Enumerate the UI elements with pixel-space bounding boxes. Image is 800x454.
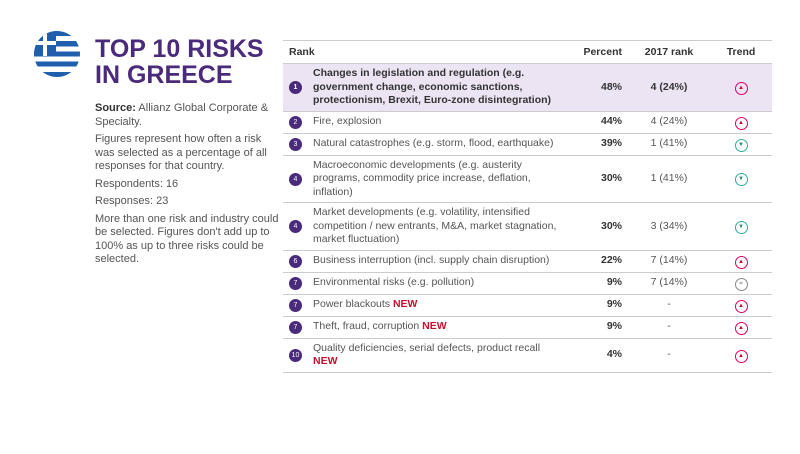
rank-2017: 7 (14%) — [628, 250, 710, 273]
table-row: 7 Theft, fraud, corruption NEW 9% - ▲ — [283, 316, 772, 339]
header-percent: Percent — [566, 40, 628, 64]
risk-label: Changes in legislation and regulation (e… — [313, 67, 552, 106]
rank-2017: 7 (14%) — [628, 272, 710, 295]
percent: 30% — [566, 202, 628, 251]
trend-up-icon: ▲ — [734, 116, 748, 130]
table-row: 4 Macroeconomic developments (e.g. auste… — [283, 155, 772, 203]
greece-flag-icon — [34, 31, 80, 77]
rank-2017: 4 (24%) — [628, 111, 710, 134]
source-label: Source: — [95, 102, 136, 114]
risk-label: Business interruption (incl. supply chai… — [313, 254, 550, 267]
trend-up-icon: ▲ — [734, 349, 748, 363]
table-row: 3 Natural catastrophes (e.g. storm, floo… — [283, 133, 772, 156]
risk-label: Environmental risks (e.g. pollution) — [313, 276, 475, 289]
rank-2017: - — [628, 338, 710, 373]
percent: 9% — [566, 272, 628, 295]
rank-badge: 10 — [289, 349, 302, 362]
new-badge: NEW — [313, 355, 338, 367]
rank-badge: 7 — [289, 321, 302, 334]
percent: 9% — [566, 294, 628, 317]
risk-label: Theft, fraud, corruption — [313, 320, 420, 333]
rank-badge: 4 — [289, 220, 302, 234]
risk-label: Market developments (e.g. volatility, in… — [313, 206, 557, 245]
trend-up-icon: ▲ — [734, 299, 748, 313]
risk-cell: Macroeconomic developments (e.g. austeri… — [307, 155, 566, 203]
rank-badge: 7 — [289, 277, 302, 290]
table-row: 7 Power blackouts NEW 9% - ▲ — [283, 294, 772, 317]
rank-badge: 6 — [289, 255, 302, 268]
rank-2017: - — [628, 294, 710, 317]
rank-2017: 1 (41%) — [628, 155, 710, 203]
risk-label: Quality deficiencies, serial defects, pr… — [313, 341, 541, 354]
percent: 4% — [566, 338, 628, 373]
risk-label: Natural catastrophes (e.g. storm, flood,… — [313, 137, 554, 150]
header-rank: Rank — [283, 40, 566, 64]
trend-down-icon: ▼ — [734, 220, 748, 234]
risk-label: Power blackouts — [313, 298, 391, 311]
rank-2017: 1 (41%) — [628, 133, 710, 156]
percent: 22% — [566, 250, 628, 273]
table-row: 10 Quality deficiencies, serial defects,… — [283, 338, 772, 373]
header-2017-rank: 2017 rank — [628, 40, 710, 64]
respondents: Respondents: 16 — [95, 177, 179, 190]
risk-cell: Business interruption (incl. supply chai… — [307, 250, 566, 273]
source-notes: Source: Allianz Global Corporate & Speci… — [95, 102, 280, 271]
table-row: 2 Fire, explosion 44% 4 (24%) ▲ — [283, 111, 772, 134]
table-row: 4 Market developments (e.g. volatility, … — [283, 202, 772, 251]
rank-badge: 7 — [289, 299, 302, 312]
table-row: 1 Changes in legislation and regulation … — [283, 63, 772, 112]
percent: 30% — [566, 155, 628, 203]
trend-same-icon: = — [734, 277, 748, 291]
note: Figures represent how often a risk was s… — [95, 133, 267, 172]
rank-2017: 3 (34%) — [628, 202, 710, 251]
percent: 9% — [566, 316, 628, 339]
risk-cell: Quality deficiencies, serial defects, pr… — [307, 338, 566, 373]
trend-down-icon: ▼ — [734, 173, 748, 187]
rank-badge: 3 — [289, 138, 302, 151]
risk-cell: Fire, explosion — [307, 111, 566, 134]
table-row: 7 Environmental risks (e.g. pollution) 9… — [283, 272, 772, 295]
page-title: TOP 10 RISKS IN GREECE — [95, 35, 264, 89]
rank-2017: - — [628, 316, 710, 339]
rank-badge: 1 — [289, 81, 302, 95]
trend-up-icon: ▲ — [734, 321, 748, 335]
risk-cell: Natural catastrophes (e.g. storm, flood,… — [307, 133, 566, 156]
risks-table: Rank Percent 2017 rank Trend 1 Changes i… — [283, 40, 772, 373]
risk-cell: Theft, fraud, corruption NEW — [307, 316, 566, 339]
disclaimer: More than one risk and industry could be… — [95, 212, 279, 266]
risk-cell: Environmental risks (e.g. pollution) — [307, 272, 566, 295]
table-row: 6 Business interruption (incl. supply ch… — [283, 250, 772, 273]
percent: 39% — [566, 133, 628, 156]
source-text: Allianz Global Corporate & Specialty. — [95, 102, 269, 128]
risk-cell: Power blackouts NEW — [307, 294, 566, 317]
rank-2017: 4 (24%) — [628, 63, 710, 112]
trend-down-icon: ▼ — [734, 138, 748, 152]
risk-cell: Changes in legislation and regulation (e… — [307, 63, 566, 112]
risk-label: Fire, explosion — [313, 115, 382, 128]
risk-label: Macroeconomic developments (e.g. austeri… — [313, 158, 531, 198]
new-badge: NEW — [422, 320, 447, 333]
rank-badge: 4 — [289, 172, 302, 186]
trend-up-icon: ▲ — [734, 81, 748, 95]
header-trend: Trend — [710, 40, 772, 64]
trend-up-icon: ▲ — [734, 255, 748, 269]
percent: 48% — [566, 63, 628, 112]
percent: 44% — [566, 111, 628, 134]
new-badge: NEW — [392, 298, 418, 311]
rank-badge: 2 — [289, 116, 302, 129]
responses: Responses: 23 — [95, 195, 169, 207]
risk-cell: Market developments (e.g. volatility, in… — [307, 202, 566, 251]
